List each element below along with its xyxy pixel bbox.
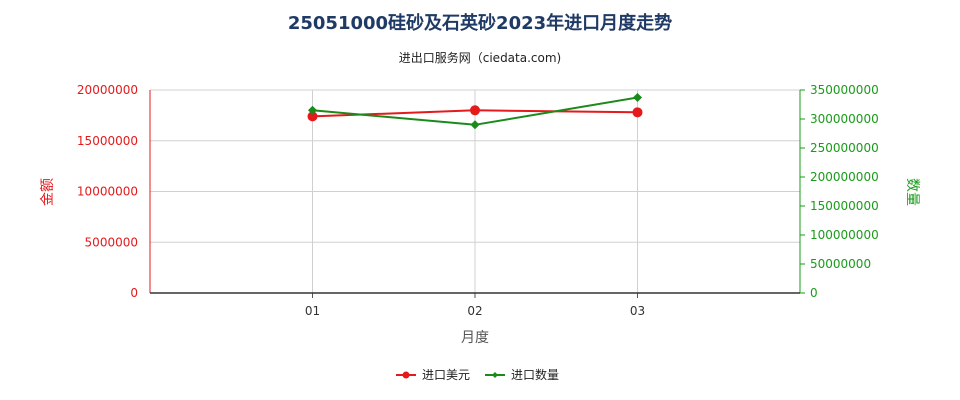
y-right-tick-label: 150000000 (810, 199, 879, 213)
x-tick-label: 03 (630, 304, 645, 318)
series-layer (307, 93, 643, 130)
y-left-tick-label: 10000000 (77, 185, 138, 199)
axis-layer: 0 5000000 10000000 15000000 20000000 01 02 03 0 5… (77, 83, 879, 318)
data-point (633, 93, 642, 103)
data-point (307, 111, 318, 122)
y-left-tick-label: 0 (130, 286, 138, 300)
y-right-tick-label: 250000000 (810, 141, 879, 155)
y-right-tick-label: 0 (810, 286, 818, 300)
y-right-tick-label: 100000000 (810, 228, 879, 242)
chart-title: 25051000硅砂及石英砂2023年进口月度走势 (288, 12, 672, 34)
y-right-tick-label: 50000000 (810, 257, 871, 271)
x-tick-label: 01 (305, 304, 320, 318)
y-left-tick-label: 5000000 (85, 235, 138, 249)
legend-label: 进口美元 (422, 368, 470, 382)
chart-subtitle: 进出口服务网（ciedata.com) (399, 50, 561, 65)
y-left-tick-label: 20000000 (77, 83, 138, 97)
y-right-tick-label: 350000000 (810, 83, 879, 97)
y-right-tick-label: 200000000 (810, 170, 879, 184)
y-axis-left-label: 金额 (40, 178, 56, 206)
x-axis-label: 月度 (461, 330, 489, 346)
legend-swatch-marker (492, 372, 498, 378)
legend: 进口美元 进口数量 (396, 367, 559, 382)
y-right-tick-label: 300000000 (810, 112, 879, 126)
y-left-tick-label: 15000000 (77, 134, 138, 148)
x-tick-label: 02 (467, 304, 482, 318)
data-point (470, 120, 480, 130)
data-point (470, 105, 480, 116)
legend-swatch-marker (402, 371, 410, 379)
y-axis-right-label: 数量 (904, 178, 920, 206)
data-point (308, 105, 317, 115)
legend-label: 进口数量 (511, 367, 559, 382)
data-point (632, 107, 643, 118)
